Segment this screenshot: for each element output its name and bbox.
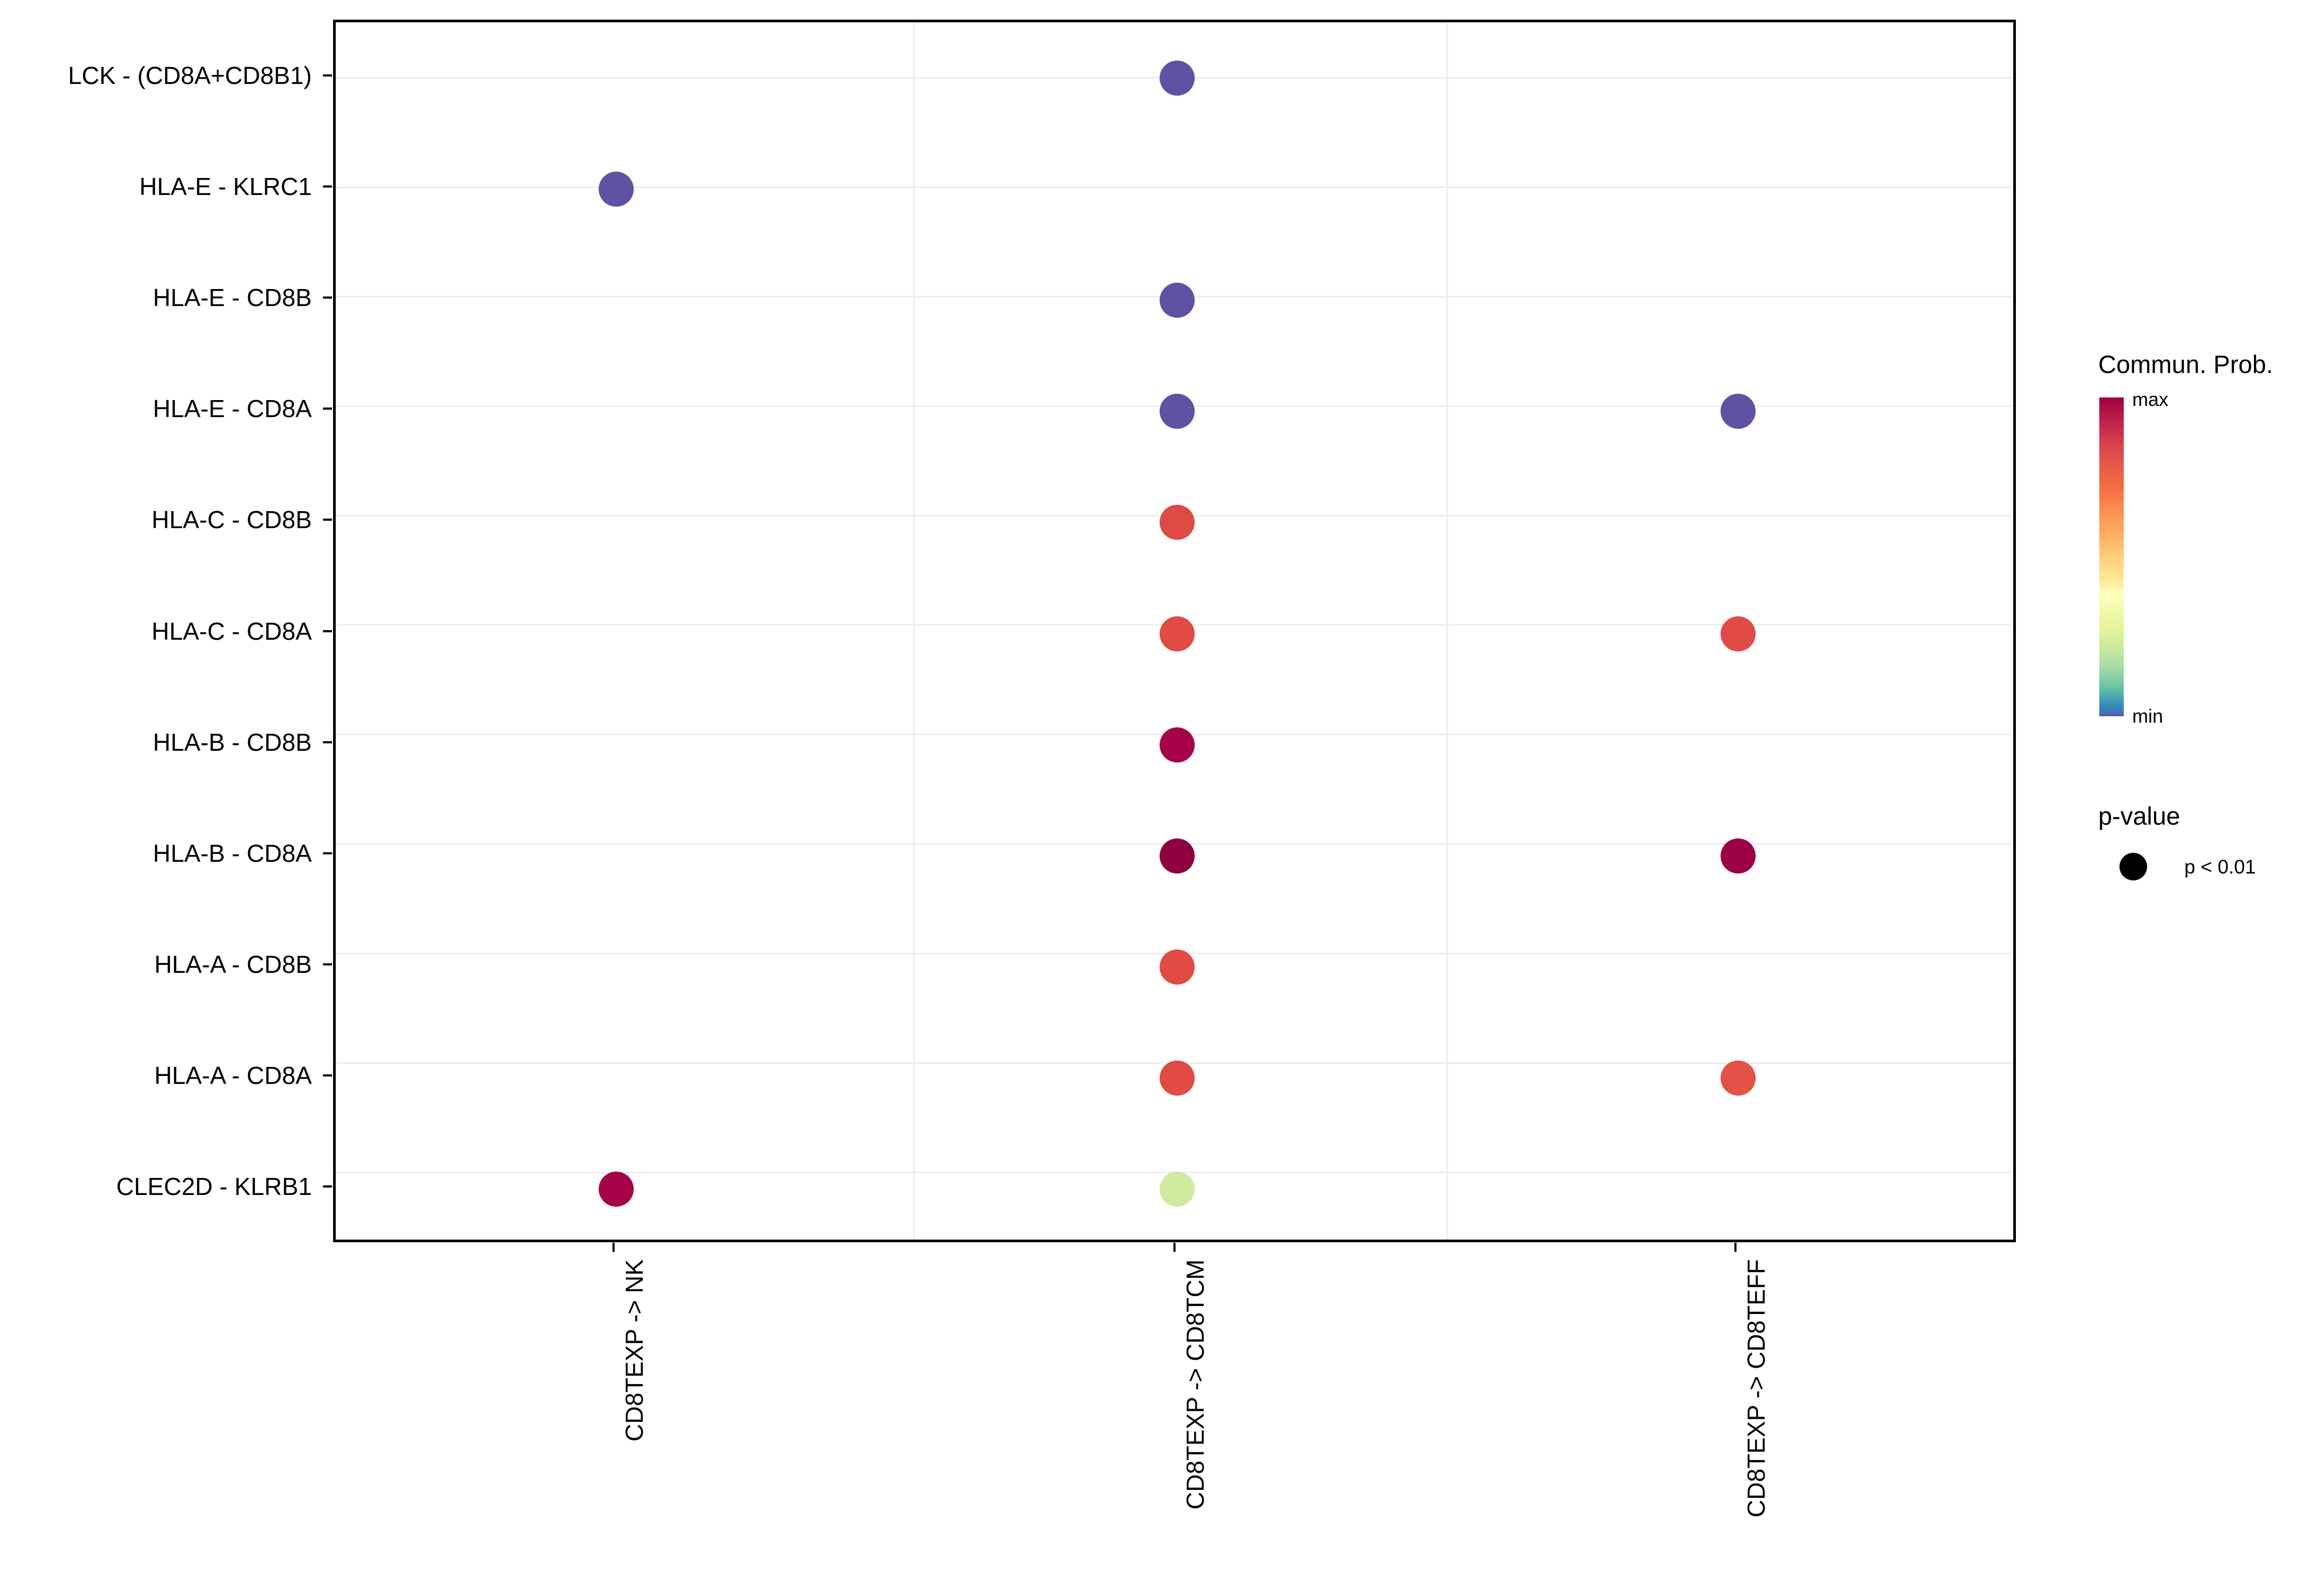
y-axis-tick-label: HLA-B - CD8B [152, 728, 312, 756]
data-point-dot [599, 171, 634, 207]
y-axis-tick-label: HLA-C - CD8B [151, 506, 312, 534]
plot-panel [333, 20, 2016, 1242]
y-axis-tick-mark [323, 519, 332, 521]
y-axis-tick-label: HLA-A - CD8B [154, 951, 312, 979]
data-point-dot [1160, 394, 1195, 429]
y-axis-tick-label: LCK - (CD8A+CD8B1) [68, 61, 312, 89]
y-axis-tick-mark [323, 852, 332, 854]
gridline-vertical [1446, 22, 1448, 1240]
pvalue-legend-label: p < 0.01 [2184, 855, 2256, 878]
y-axis-tick-mark [323, 408, 332, 410]
pvalue-legend-title: p-value [2098, 802, 2181, 830]
y-axis-tick-mark [323, 296, 332, 299]
data-point-dot [1160, 1061, 1195, 1096]
y-axis-tick-mark [323, 185, 332, 188]
colorbar-min-label: min [2132, 705, 2164, 727]
y-axis-tick-label: HLA-E - CD8A [152, 395, 312, 423]
colorbar-legend-title: Commun. Prob. [2098, 350, 2274, 378]
data-point-dot [1160, 282, 1195, 318]
pvalue-dot-icon [2119, 853, 2147, 880]
x-axis-tick-mark [612, 1243, 615, 1252]
colorbar-gradient [2099, 397, 2124, 716]
x-axis-tick-mark [1173, 1243, 1176, 1252]
y-axis-tick-mark [323, 74, 332, 77]
colorbar-wrapper: max min [2099, 390, 2168, 726]
data-point-dot [1160, 949, 1195, 985]
data-point-dot [599, 1172, 634, 1207]
data-point-dot [1160, 60, 1195, 96]
gridline-horizontal [336, 186, 2013, 188]
y-axis-tick-mark [323, 630, 332, 632]
y-axis-tick-label: HLA-E - KLRC1 [139, 172, 312, 200]
y-axis-tick-mark [323, 963, 332, 966]
pvalue-legend: p-value [2098, 802, 2321, 830]
x-axis-tick-mark [1734, 1243, 1736, 1252]
colorbar-legend: Commun. Prob. [2098, 351, 2321, 378]
y-axis-tick-mark [323, 1185, 332, 1188]
data-point-dot [1160, 505, 1195, 540]
y-axis-tick-label: HLA-B - CD8A [152, 839, 312, 867]
x-axis-tick-label: CD8TEXP -> CD8TCM [1181, 1259, 1209, 1510]
y-axis-tick-label: HLA-A - CD8A [154, 1062, 312, 1090]
data-point-dot [1160, 616, 1195, 651]
data-point-dot [1721, 838, 1756, 874]
y-axis-tick-label: HLA-E - CD8B [152, 283, 312, 311]
y-axis-tick-label: HLA-C - CD8A [151, 617, 312, 645]
x-axis-tick-label: CD8TEXP -> CD8TEFF [1742, 1259, 1770, 1517]
data-point-dot [1160, 727, 1195, 762]
data-point-dot [1160, 838, 1195, 874]
colorbar-max-label: max [2132, 388, 2169, 410]
data-point-dot [1160, 1172, 1195, 1207]
y-axis-tick-label: CLEC2D - KLRB1 [116, 1173, 312, 1201]
pvalue-legend-item: p < 0.01 [2119, 853, 2256, 880]
y-axis-tick-mark [323, 741, 332, 743]
x-axis-tick-label: CD8TEXP -> NK [620, 1259, 648, 1442]
data-point-dot [1721, 616, 1756, 651]
data-point-dot [1721, 394, 1756, 429]
data-point-dot [1721, 1061, 1756, 1096]
gridline-vertical [913, 22, 915, 1240]
y-axis-tick-mark [323, 1074, 332, 1077]
